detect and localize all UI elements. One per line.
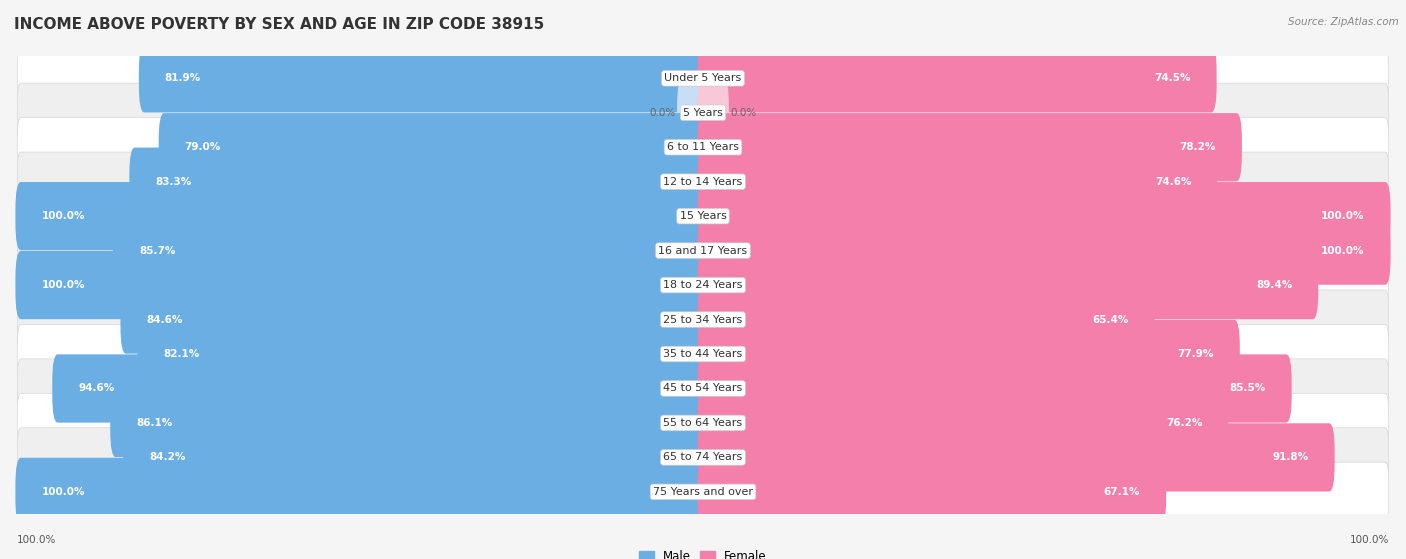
Text: 77.9%: 77.9% [1178,349,1213,359]
Text: 100.0%: 100.0% [1322,211,1365,221]
Text: 0.0%: 0.0% [730,108,756,118]
FancyBboxPatch shape [121,286,709,354]
FancyBboxPatch shape [17,255,1389,315]
Text: 35 to 44 Years: 35 to 44 Years [664,349,742,359]
Text: 75 Years and over: 75 Years and over [652,487,754,497]
Text: 94.6%: 94.6% [79,383,114,394]
Text: 16 and 17 Years: 16 and 17 Years [658,245,748,255]
FancyBboxPatch shape [112,216,709,285]
FancyBboxPatch shape [697,320,1240,388]
Text: 45 to 54 Years: 45 to 54 Years [664,383,742,394]
FancyBboxPatch shape [697,458,1166,526]
Text: INCOME ABOVE POVERTY BY SEX AND AGE IN ZIP CODE 38915: INCOME ABOVE POVERTY BY SEX AND AGE IN Z… [14,17,544,32]
Text: 74.6%: 74.6% [1154,177,1191,187]
FancyBboxPatch shape [17,152,1389,211]
FancyBboxPatch shape [15,458,709,526]
Text: 78.2%: 78.2% [1180,142,1216,152]
FancyBboxPatch shape [17,221,1389,280]
FancyBboxPatch shape [17,117,1389,177]
Text: 83.3%: 83.3% [155,177,191,187]
FancyBboxPatch shape [697,251,1319,319]
Text: 82.1%: 82.1% [163,349,200,359]
FancyBboxPatch shape [17,290,1389,349]
Text: 91.8%: 91.8% [1272,452,1309,462]
Text: 84.6%: 84.6% [146,315,183,325]
FancyBboxPatch shape [697,389,1229,457]
FancyBboxPatch shape [52,354,709,423]
Text: Source: ZipAtlas.com: Source: ZipAtlas.com [1288,17,1399,27]
Text: 85.5%: 85.5% [1229,383,1265,394]
Text: 100.0%: 100.0% [17,535,56,545]
FancyBboxPatch shape [17,462,1389,522]
Text: 76.2%: 76.2% [1166,418,1202,428]
Text: 15 Years: 15 Years [679,211,727,221]
Text: 100.0%: 100.0% [1322,245,1365,255]
Text: 81.9%: 81.9% [165,73,201,83]
Text: 18 to 24 Years: 18 to 24 Years [664,280,742,290]
Text: 74.5%: 74.5% [1154,73,1191,83]
Text: 84.2%: 84.2% [149,452,186,462]
Text: 67.1%: 67.1% [1104,487,1140,497]
Text: 65.4%: 65.4% [1092,315,1129,325]
FancyBboxPatch shape [17,324,1389,383]
FancyBboxPatch shape [110,389,709,457]
Text: 25 to 34 Years: 25 to 34 Years [664,315,742,325]
FancyBboxPatch shape [697,148,1218,216]
FancyBboxPatch shape [697,182,1391,250]
FancyBboxPatch shape [17,394,1389,453]
FancyBboxPatch shape [697,286,1154,354]
FancyBboxPatch shape [697,79,728,147]
Text: 65 to 74 Years: 65 to 74 Years [664,452,742,462]
Text: 100.0%: 100.0% [41,211,84,221]
FancyBboxPatch shape [15,182,709,250]
Text: 0.0%: 0.0% [650,108,676,118]
Text: 89.4%: 89.4% [1256,280,1292,290]
FancyBboxPatch shape [129,148,709,216]
FancyBboxPatch shape [17,83,1389,143]
FancyBboxPatch shape [15,251,709,319]
FancyBboxPatch shape [678,79,709,147]
Text: 79.0%: 79.0% [184,142,221,152]
FancyBboxPatch shape [17,49,1389,108]
FancyBboxPatch shape [17,187,1389,246]
Legend: Male, Female: Male, Female [634,546,772,559]
FancyBboxPatch shape [697,354,1292,423]
FancyBboxPatch shape [697,113,1241,181]
FancyBboxPatch shape [124,423,709,491]
Text: 12 to 14 Years: 12 to 14 Years [664,177,742,187]
Text: 86.1%: 86.1% [136,418,173,428]
FancyBboxPatch shape [17,359,1389,418]
Text: 100.0%: 100.0% [41,280,84,290]
Text: 6 to 11 Years: 6 to 11 Years [666,142,740,152]
FancyBboxPatch shape [697,44,1216,112]
FancyBboxPatch shape [139,44,709,112]
FancyBboxPatch shape [17,428,1389,487]
FancyBboxPatch shape [138,320,709,388]
Text: 100.0%: 100.0% [1350,535,1389,545]
Text: 85.7%: 85.7% [139,245,176,255]
Text: 100.0%: 100.0% [41,487,84,497]
FancyBboxPatch shape [697,423,1334,491]
Text: 55 to 64 Years: 55 to 64 Years [664,418,742,428]
Text: Under 5 Years: Under 5 Years [665,73,741,83]
FancyBboxPatch shape [159,113,709,181]
Text: 5 Years: 5 Years [683,108,723,118]
FancyBboxPatch shape [697,216,1391,285]
